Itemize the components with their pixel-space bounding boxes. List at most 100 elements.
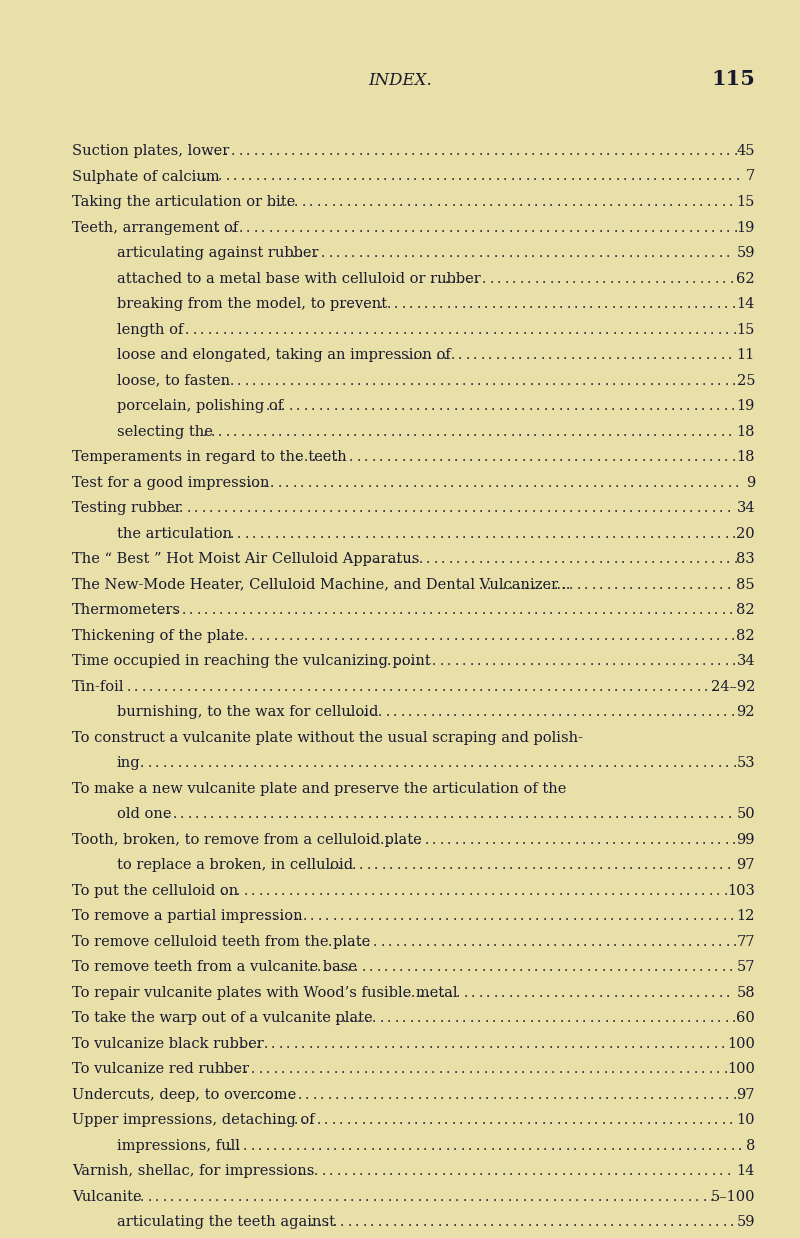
Text: .: . xyxy=(641,1139,645,1153)
Text: .: . xyxy=(443,1036,448,1051)
Text: .: . xyxy=(558,704,562,719)
Text: .: . xyxy=(684,603,688,617)
Text: .: . xyxy=(432,374,436,387)
Text: .: . xyxy=(642,832,646,847)
Text: .: . xyxy=(425,654,429,669)
Text: .: . xyxy=(358,1190,362,1203)
Text: .: . xyxy=(483,399,488,413)
Text: .: . xyxy=(536,1062,540,1076)
Text: .: . xyxy=(662,196,666,209)
Text: .: . xyxy=(574,654,579,669)
Text: .: . xyxy=(551,884,555,898)
Text: .: . xyxy=(643,144,647,158)
Text: .: . xyxy=(362,959,366,974)
Text: .: . xyxy=(632,959,636,974)
Text: .: . xyxy=(527,909,532,924)
Text: .: . xyxy=(171,680,176,693)
Text: .: . xyxy=(471,144,475,158)
Text: .: . xyxy=(414,196,418,209)
Text: .: . xyxy=(568,1190,572,1203)
Text: .: . xyxy=(284,680,288,693)
Text: .: . xyxy=(474,170,478,183)
Text: .: . xyxy=(258,1139,262,1153)
Text: .: . xyxy=(595,1214,599,1229)
Text: .: . xyxy=(651,1164,656,1179)
Text: .: . xyxy=(345,475,349,489)
Text: .: . xyxy=(394,399,398,413)
Text: .: . xyxy=(350,756,354,770)
Text: .: . xyxy=(717,1011,721,1025)
Text: .: . xyxy=(474,959,478,974)
Text: .: . xyxy=(215,756,219,770)
Text: .: . xyxy=(697,577,701,592)
Text: .: . xyxy=(388,1190,392,1203)
Text: .: . xyxy=(437,603,441,617)
Text: .: . xyxy=(650,935,654,948)
Text: .: . xyxy=(641,884,645,898)
Text: .: . xyxy=(484,297,488,311)
Text: .: . xyxy=(598,323,602,337)
Text: .: . xyxy=(342,1190,347,1203)
Text: .: . xyxy=(697,501,701,515)
Text: .: . xyxy=(732,1011,736,1025)
Text: .: . xyxy=(612,374,616,387)
Text: .: . xyxy=(683,425,687,438)
Text: .: . xyxy=(557,959,561,974)
Text: .: . xyxy=(702,756,706,770)
Text: .: . xyxy=(573,1139,578,1153)
Text: .: . xyxy=(366,680,370,693)
Text: .: . xyxy=(512,271,517,286)
Text: .: . xyxy=(505,1214,510,1229)
Text: .: . xyxy=(582,654,586,669)
Text: .: . xyxy=(640,909,644,924)
Text: .: . xyxy=(629,1164,633,1179)
Text: .: . xyxy=(445,909,450,924)
Text: .: . xyxy=(622,807,627,821)
Text: .: . xyxy=(466,603,471,617)
Text: .: . xyxy=(483,704,487,719)
Text: .: . xyxy=(392,603,396,617)
Text: .: . xyxy=(497,603,501,617)
Text: .: . xyxy=(506,399,510,413)
Text: .: . xyxy=(461,1062,465,1076)
Text: .: . xyxy=(579,959,583,974)
Text: .: . xyxy=(338,1036,342,1051)
Text: .: . xyxy=(218,425,222,438)
Text: .: . xyxy=(397,858,401,872)
Text: .: . xyxy=(441,985,446,999)
Text: .: . xyxy=(673,935,678,948)
Text: .: . xyxy=(232,501,236,515)
Text: .: . xyxy=(241,1036,246,1051)
Text: .: . xyxy=(513,704,517,719)
Text: .: . xyxy=(178,756,182,770)
Text: .: . xyxy=(574,629,578,643)
Text: .: . xyxy=(532,501,536,515)
Text: .: . xyxy=(501,144,505,158)
Text: 9: 9 xyxy=(746,475,755,489)
Text: .: . xyxy=(420,807,424,821)
Text: .: . xyxy=(518,475,522,489)
Text: .: . xyxy=(520,704,525,719)
Text: .: . xyxy=(635,756,639,770)
Text: .: . xyxy=(393,704,397,719)
Text: .: . xyxy=(170,756,174,770)
Text: .: . xyxy=(374,1164,378,1179)
Text: .: . xyxy=(402,297,406,311)
Text: .: . xyxy=(538,756,542,770)
Text: .: . xyxy=(498,1062,502,1076)
Text: .: . xyxy=(306,246,310,260)
Text: .: . xyxy=(622,577,626,592)
Text: .: . xyxy=(323,1036,328,1051)
Text: .: . xyxy=(209,680,213,693)
Text: .: . xyxy=(583,144,587,158)
Text: .: . xyxy=(569,246,573,260)
Text: To remove teeth from a vulcanite base: To remove teeth from a vulcanite base xyxy=(72,959,357,974)
Text: .: . xyxy=(452,603,456,617)
Text: .: . xyxy=(665,1087,669,1102)
Text: .: . xyxy=(554,552,558,566)
Text: .: . xyxy=(563,348,567,361)
Text: .: . xyxy=(374,220,378,234)
Text: .: . xyxy=(243,884,248,898)
Text: .: . xyxy=(193,323,197,337)
Text: .: . xyxy=(634,1011,638,1025)
